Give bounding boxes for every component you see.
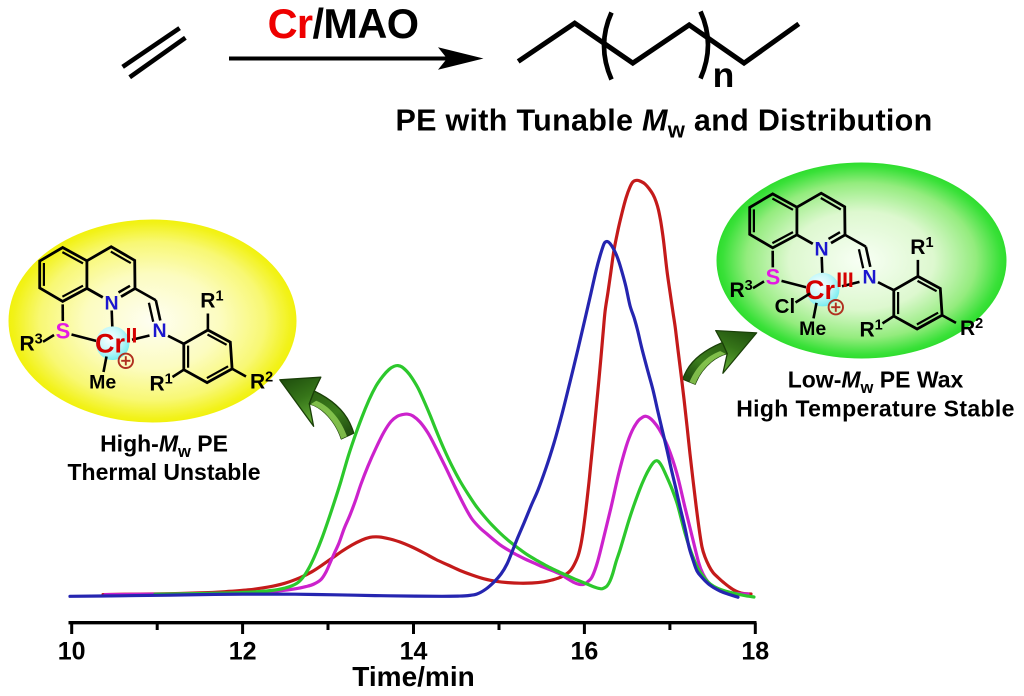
svg-text:N: N [105,292,119,314]
svg-text:18: 18 [741,638,769,666]
svg-text:PE with Tunable Mw and Distrib: PE with Tunable Mw and Distribution [395,104,932,143]
svg-text:Me: Me [89,372,116,394]
svg-text:Cr/MAO: Cr/MAO [268,0,419,47]
svg-text:10: 10 [58,638,86,666]
svg-text:Cr: Cr [95,328,125,358]
svg-text:16: 16 [570,638,598,666]
svg-text:14: 14 [400,638,428,666]
svg-text:n: n [713,55,735,95]
svg-text:III: III [836,269,854,292]
svg-text:Time/min: Time/min [352,661,474,692]
svg-text:High Temperature Stable: High Temperature Stable [736,396,1015,422]
svg-text:Low-Mw PE Wax: Low-Mw PE Wax [788,367,964,398]
svg-text:Thermal Unstable: Thermal Unstable [68,459,261,485]
svg-text:II: II [126,325,138,348]
svg-text:High-Mw PE: High-Mw PE [100,431,228,462]
svg-text:Cl: Cl [775,295,796,318]
svg-text:12: 12 [229,638,257,666]
svg-text:S: S [56,318,71,343]
svg-text:N: N [153,320,167,342]
